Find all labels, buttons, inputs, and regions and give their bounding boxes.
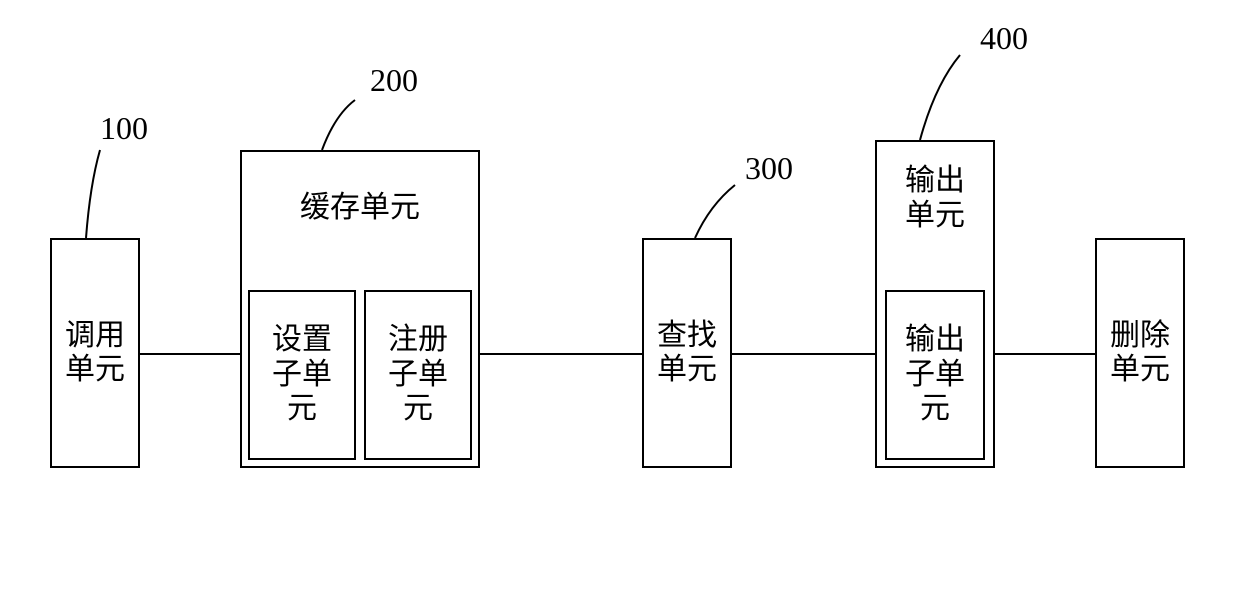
node-label: 设置 (272, 323, 332, 358)
node-label: 元 (920, 392, 950, 427)
node-label: 单元 (657, 353, 717, 388)
edge-300-400 (732, 353, 875, 355)
node-label: 单元 (1110, 353, 1170, 388)
leader-400 (0, 0, 1, 1)
edge-400-del (995, 353, 1095, 355)
leader-200 (0, 0, 1, 1)
node-label: 查找 (657, 319, 717, 354)
node-label: 元 (287, 392, 317, 427)
leader-100 (0, 0, 1, 1)
node-label: 输出 (905, 164, 965, 199)
node-delete-unit: 删除 单元 (1095, 238, 1185, 468)
node-lookup-unit: 查找 单元 (642, 238, 732, 468)
node-label: 输出 (905, 323, 965, 358)
edge-200-300 (480, 353, 642, 355)
node-label: 删除 (1110, 319, 1170, 354)
node-label: 单元 (65, 353, 125, 388)
ref-300: 300 (745, 150, 793, 187)
diagram-canvas: 调用 单元 100 缓存单元 设置 子单 元 注册 子单 元 200 查找 单元 (0, 0, 1240, 604)
node-label: 子单 (272, 358, 332, 393)
edge-100-200 (140, 353, 240, 355)
ref-400: 400 (980, 20, 1028, 57)
node-label: 调用 (65, 319, 125, 354)
node-call-unit: 调用 单元 (50, 238, 140, 468)
node-label: 注册 (388, 323, 448, 358)
node-label: 子单 (905, 358, 965, 393)
node-settings-subunit: 设置 子单 元 (248, 290, 356, 460)
node-label: 子单 (388, 358, 448, 393)
leader-300 (0, 0, 1, 1)
node-label: 缓存单元 (242, 182, 478, 226)
node-label: 元 (403, 392, 433, 427)
node-output-subunit: 输出 子单 元 (885, 290, 985, 460)
node-register-subunit: 注册 子单 元 (364, 290, 472, 460)
node-label: 单元 (905, 199, 965, 234)
ref-100: 100 (100, 110, 148, 147)
ref-200: 200 (370, 62, 418, 99)
